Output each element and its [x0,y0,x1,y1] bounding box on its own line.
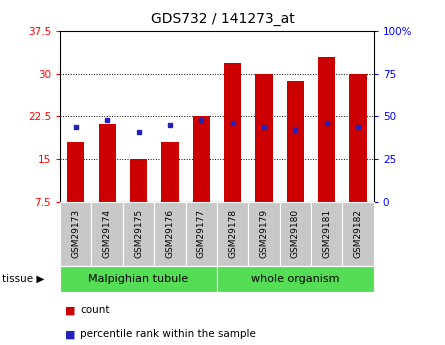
Bar [217,266,374,292]
Text: GSM29181: GSM29181 [322,209,331,258]
Text: GSM29180: GSM29180 [291,209,300,258]
Bar [130,159,147,202]
Text: GSM29177: GSM29177 [197,209,206,258]
Bar [92,202,123,266]
Bar [217,202,248,266]
Text: percentile rank within the sample: percentile rank within the sample [80,329,256,339]
Bar [255,74,273,202]
Text: GSM29178: GSM29178 [228,209,237,258]
Text: GSM29174: GSM29174 [103,209,112,258]
Bar [343,202,374,266]
Bar [60,202,92,266]
Bar [193,117,210,202]
Bar [60,266,217,292]
Bar [287,81,304,202]
Text: GDS732 / 141273_at: GDS732 / 141273_at [150,12,295,26]
Bar [161,142,178,202]
Bar [248,202,280,266]
Bar [98,124,116,202]
Text: tissue ▶: tissue ▶ [2,274,44,284]
Bar [311,202,343,266]
Bar [224,63,241,202]
Text: ■: ■ [65,329,75,339]
Bar [123,202,154,266]
Text: count: count [80,305,109,315]
Bar [67,142,85,202]
Bar [318,57,336,202]
Text: whole organism: whole organism [251,274,340,284]
Text: Malpighian tubule: Malpighian tubule [89,274,189,284]
Text: ■: ■ [65,305,75,315]
Bar [280,202,311,266]
Bar [349,74,367,202]
Bar [154,202,186,266]
Text: GSM29179: GSM29179 [259,209,268,258]
Bar [186,202,217,266]
Text: GSM29176: GSM29176 [166,209,174,258]
Text: GSM29173: GSM29173 [71,209,80,258]
Text: GSM29182: GSM29182 [354,209,363,258]
Text: GSM29175: GSM29175 [134,209,143,258]
